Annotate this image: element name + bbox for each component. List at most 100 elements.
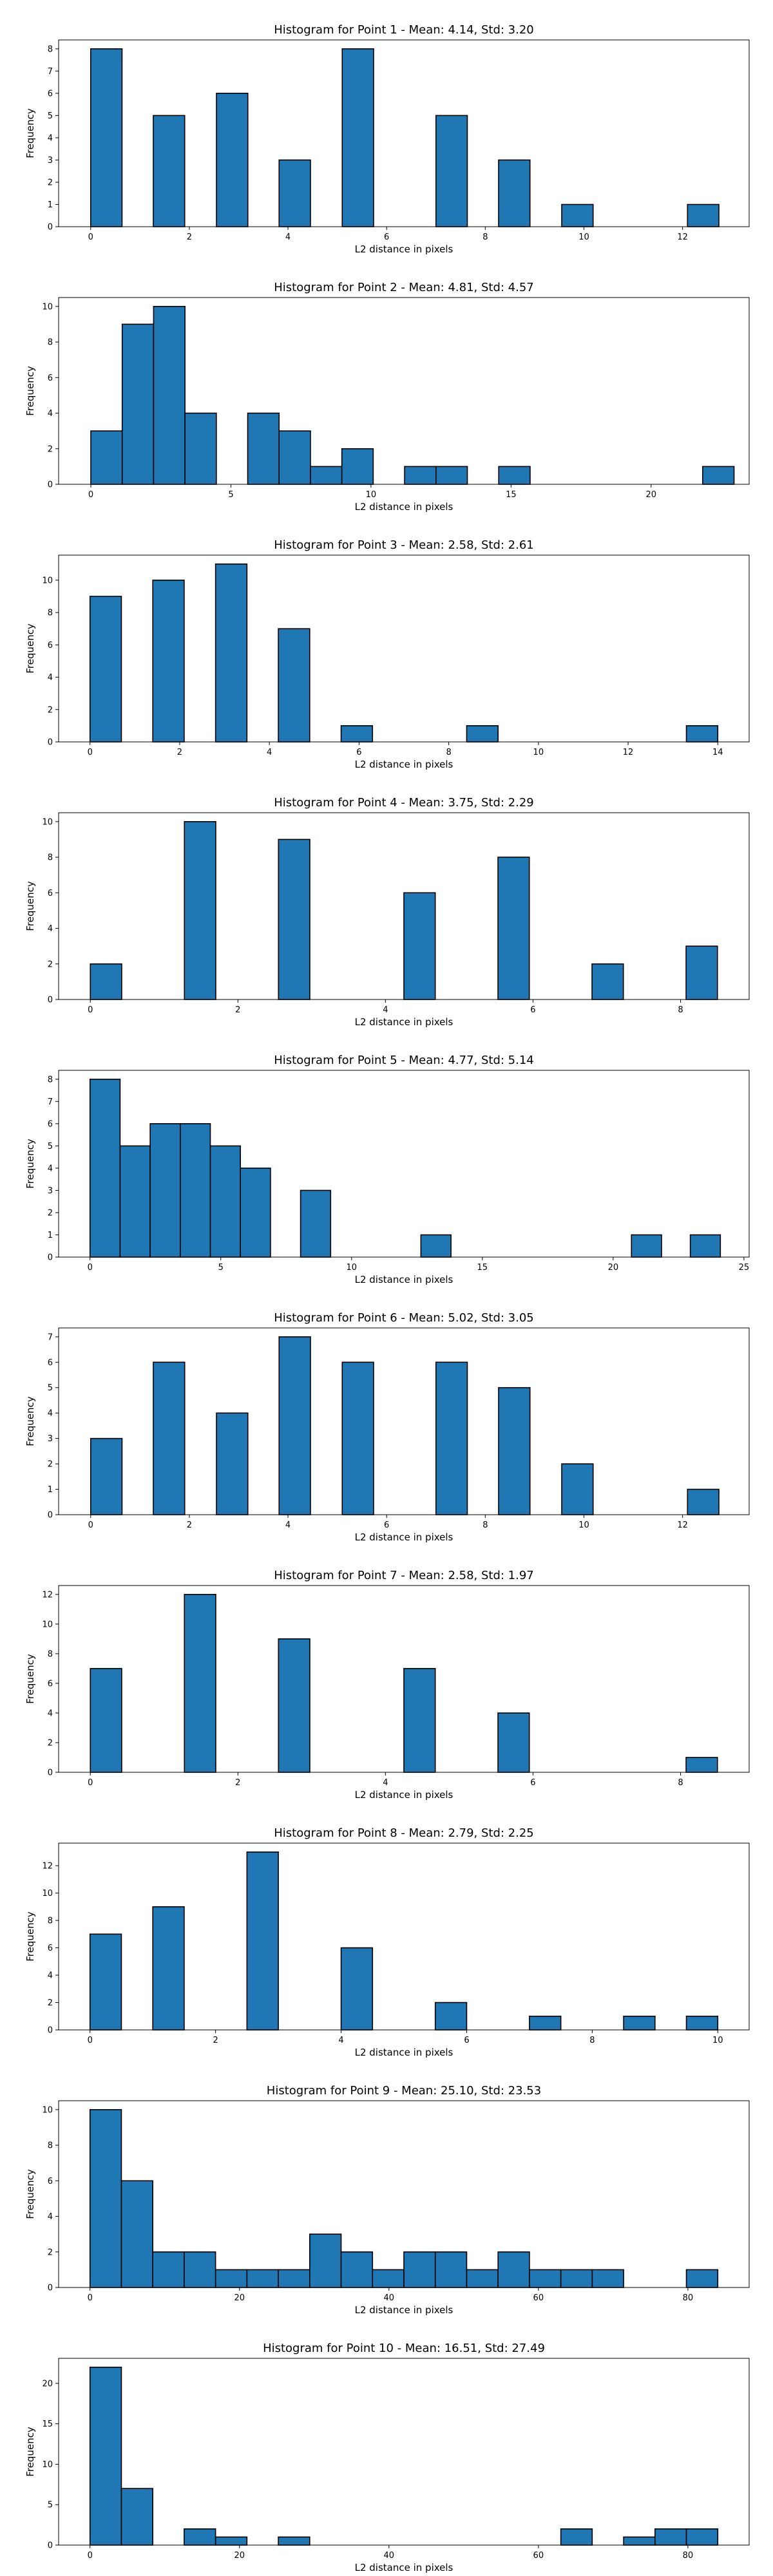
x-tick-label: 6 [356,748,361,757]
y-tick-label: 6 [48,1119,53,1129]
histogram-bar [435,466,468,485]
chart-title: Histogram for Point 3 - Mean: 2.58, Std:… [274,538,534,552]
y-tick-label: 2 [48,2248,53,2257]
histogram-bar [90,1668,122,1773]
histogram-bar [435,1361,468,1515]
x-tick-label: 60 [533,2551,544,2561]
chart-title: Histogram for Point 4 - Mean: 3.75, Std:… [274,796,534,810]
x-tick-label: 4 [285,1520,291,1530]
histogram-bar [89,596,122,743]
y-axis-label: Frequency [24,1396,36,1446]
y-tick-label: 2 [48,1738,53,1748]
chart-title: Histogram for Point 1 - Mean: 4.14, Std:… [274,23,534,37]
y-tick-label: 8 [48,609,53,618]
histogram-bar [529,2015,562,2031]
plot-frame [58,297,750,485]
x-tick-label: 12 [677,232,688,242]
y-tick-label: 2 [48,705,53,715]
x-tick-label: 0 [88,232,93,242]
histogram-bar [685,725,719,743]
y-tick-label: 0 [48,2026,53,2036]
x-tick-label: 20 [234,2293,245,2303]
y-tick-label: 0 [48,480,53,490]
x-tick-label: 15 [506,490,517,500]
histogram-bar [498,1387,531,1515]
plot-frame [58,1070,750,1258]
y-tick-label: 4 [48,924,53,934]
x-tick-label: 20 [646,490,657,500]
y-axis-label: Frequency [24,2169,36,2219]
histogram-bar [246,1852,279,2031]
histogram-bar [498,159,531,227]
histogram-bar [623,2015,656,2031]
histogram-bar [340,1947,374,2031]
x-tick-label: 0 [88,1263,93,1273]
histogram-bar [341,1361,374,1515]
y-tick-label: 4 [48,409,53,419]
histogram-bar [591,963,624,1000]
histogram-bar [654,2528,687,2546]
histogram-bar [403,892,436,1000]
x-tick-label: 6 [530,1005,535,1015]
histogram-panel-10: Histogram for Point 10 - Mean: 16.51, St… [24,2342,750,2573]
x-tick-label: 8 [589,2036,595,2045]
x-tick-label: 0 [88,1005,93,1015]
y-axis-label: Frequency [24,1139,36,1189]
plot-frame [58,554,750,743]
y-tick-label: 10 [42,2460,53,2470]
x-tick-label: 0 [88,748,93,757]
histogram-bar [466,2269,499,2288]
y-tick-label: 6 [48,889,53,898]
chart-title: Histogram for Point 6 - Mean: 5.02, Std:… [274,1311,534,1325]
histogram-bar [529,2269,562,2288]
histogram-bar [184,412,217,485]
histogram-bar [90,963,122,1000]
y-tick-label: 8 [48,2141,53,2151]
histogram-bar [149,1123,181,1258]
y-tick-label: 0 [48,996,53,1005]
histogram-bar [216,1412,249,1515]
x-tick-label: 8 [678,1778,683,1788]
x-axis-label: L2 distance in pixels [355,759,453,770]
x-tick-label: 25 [739,1263,750,1273]
histogram-bar [300,1189,332,1258]
x-tick-label: 10 [347,1263,358,1273]
x-tick-label: 2 [235,1778,240,1788]
histogram-bar [246,2269,279,2288]
histogram-panel-3: Histogram for Point 3 - Mean: 2.58, Std:… [24,538,750,770]
y-tick-label: 4 [48,1164,53,1173]
x-tick-label: 80 [683,2551,694,2561]
histogram-bar [121,323,155,485]
histogram-bar [278,628,310,743]
y-tick-label: 10 [42,302,53,312]
x-tick-label: 4 [383,1778,388,1788]
y-tick-label: 8 [48,44,53,54]
histogram-bar [240,1168,271,1258]
histogram-bar [623,2536,656,2546]
y-tick-label: 2 [48,178,53,187]
y-tick-label: 7 [48,1332,53,1342]
x-tick-label: 10 [578,232,589,242]
histogram-bar [153,1361,186,1515]
x-axis-label: L2 distance in pixels [355,2304,453,2316]
y-tick-label: 0 [48,1253,53,1263]
histogram-bar [631,1234,662,1258]
histogram-bar [89,2109,122,2288]
y-tick-label: 1 [48,200,53,210]
y-tick-label: 0 [48,738,53,748]
y-tick-label: 15 [42,2420,53,2429]
histogram-bar [278,159,311,227]
y-tick-label: 10 [42,2105,53,2115]
y-tick-label: 6 [48,1358,53,1368]
plot-frame [58,39,750,227]
histogram-panel-7: Histogram for Point 7 - Mean: 2.58, Std:… [24,1569,750,1801]
x-tick-label: 12 [677,1520,688,1530]
y-tick-label: 1 [48,1231,53,1240]
plot-frame [58,1585,750,1773]
y-tick-label: 1 [48,1485,53,1495]
x-tick-label: 60 [533,2293,544,2303]
histogram-bar [687,204,720,227]
histogram-bar [561,1463,594,1515]
histogram-bar [498,466,531,485]
